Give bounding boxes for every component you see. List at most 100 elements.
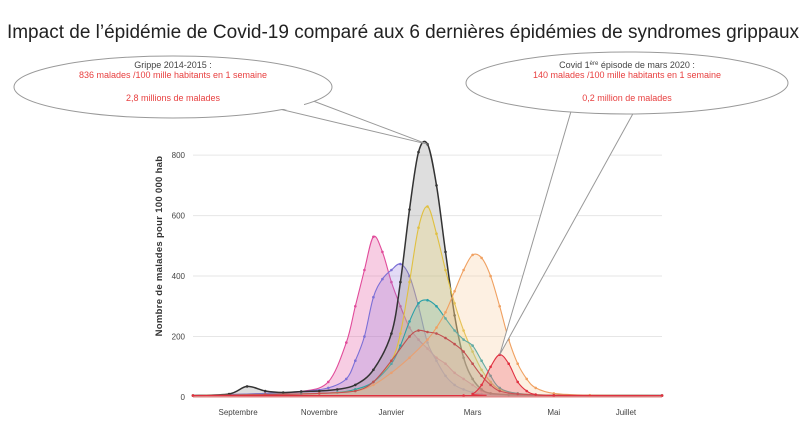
series-point-1 [435,359,438,363]
series-point-0 [372,235,375,239]
callout-grippe-2014-2015: Grippe 2014-2015 : 836 malades /100 mill… [13,55,428,145]
series-area-1 [193,263,662,397]
x-tick-label: Janvier [379,408,405,417]
series-point-3 [462,329,465,332]
series-point-5 [408,356,411,360]
series-point-6 [372,380,375,384]
series-point-1 [462,388,465,391]
series-point-4 [462,338,465,341]
series-point-7 [489,365,492,369]
series-point-5 [471,253,474,257]
x-tick-label: Mars [464,408,482,417]
series-point-1 [444,374,447,378]
y-tick-label: 600 [172,212,186,221]
series-point-5 [390,371,393,375]
series-point-7 [552,394,556,397]
callout-bubble [13,55,333,119]
series-point-0 [345,341,348,344]
callout-title: Covid 1ère épisode de mars 2020 : [559,60,695,70]
series-point-0 [327,380,330,384]
series-point-5 [453,289,456,293]
callout-pointer [499,107,636,355]
series-point-3 [426,205,429,208]
series-point-2 [336,388,339,391]
axes: 0 200 400 600 800 Septembre Novembre Janvier Mar… [172,151,662,417]
series-point-0 [471,383,474,387]
series-point-7 [507,362,511,366]
series-point-3 [453,302,456,305]
series-point-7 [534,393,537,396]
series-area-4 [193,299,662,397]
series-point-5 [480,256,483,260]
series-point-7 [516,380,519,384]
series-point-0 [354,305,357,308]
series-area-2 [193,141,662,397]
y-tick-label: 400 [172,272,186,281]
series-point-1 [372,295,375,299]
series-point-4 [435,305,438,308]
series-point-3 [408,280,411,284]
series-point-3 [444,268,447,272]
series-point-3 [489,380,492,384]
series-point-7 [480,383,483,387]
series-point-0 [435,356,438,360]
series-point-3 [399,332,402,335]
x-tick-label: Mai [547,408,560,417]
series-point-6 [462,350,465,353]
series-point-6 [444,336,447,340]
series-point-2 [435,184,438,187]
series-point-6 [435,332,438,335]
series-point-2 [462,356,465,360]
series-point-6 [453,342,456,346]
y-tick-label: 200 [172,333,186,342]
series-point-4 [489,374,492,378]
series-point-1 [381,277,384,281]
series-point-2 [480,388,483,391]
series-point-2 [417,150,420,154]
series-point-0 [363,268,366,272]
series-point-1 [327,386,330,390]
callout-weekly-cases: 836 malades /100 mille habitants en 1 se… [79,70,267,80]
series-point-1 [453,383,456,387]
series-point-2 [299,390,303,393]
series-point-0 [399,305,402,308]
series-point-4 [453,329,456,332]
series-point-7 [462,394,465,397]
callout-title: Grippe 2014-2015 : [134,60,212,70]
series-point-6 [354,389,357,393]
series-point-2 [507,393,511,396]
series-point-5 [426,338,429,341]
series-point-5 [462,268,465,272]
series-point-6 [426,330,429,334]
y-axis-label: Nombre de malades pour 100 000 hab [154,156,165,337]
series-point-3 [435,232,438,235]
series-point-6 [516,392,519,396]
y-tick-label: 800 [172,151,186,160]
series-point-0 [453,371,456,375]
series-point-1 [345,377,348,381]
series-point-6 [471,362,474,366]
series-point-2 [318,389,321,393]
series-point-1 [426,341,429,344]
series-point-6 [390,359,393,363]
series-point-7 [660,394,664,397]
callout-total-cases: 0,2 million de malades [582,93,672,103]
series-point-4 [399,344,402,347]
chart-title: Impact de l’épidémie de Covid-19 comparé… [7,22,800,43]
series-point-0 [408,326,411,329]
series-point-5 [435,326,438,329]
series-point-5 [498,305,502,308]
series-point-5 [372,383,375,387]
series-point-2 [354,383,357,387]
series-point-2 [399,280,402,284]
series-area-0 [193,236,662,397]
series-point-0 [462,377,465,381]
series-point-2 [489,392,492,395]
series-point-4 [390,362,393,366]
series-point-6 [498,389,502,393]
series-point-4 [471,344,474,347]
series-point-0 [417,338,420,341]
series-point-5 [534,386,537,390]
series-point-1 [417,305,420,308]
